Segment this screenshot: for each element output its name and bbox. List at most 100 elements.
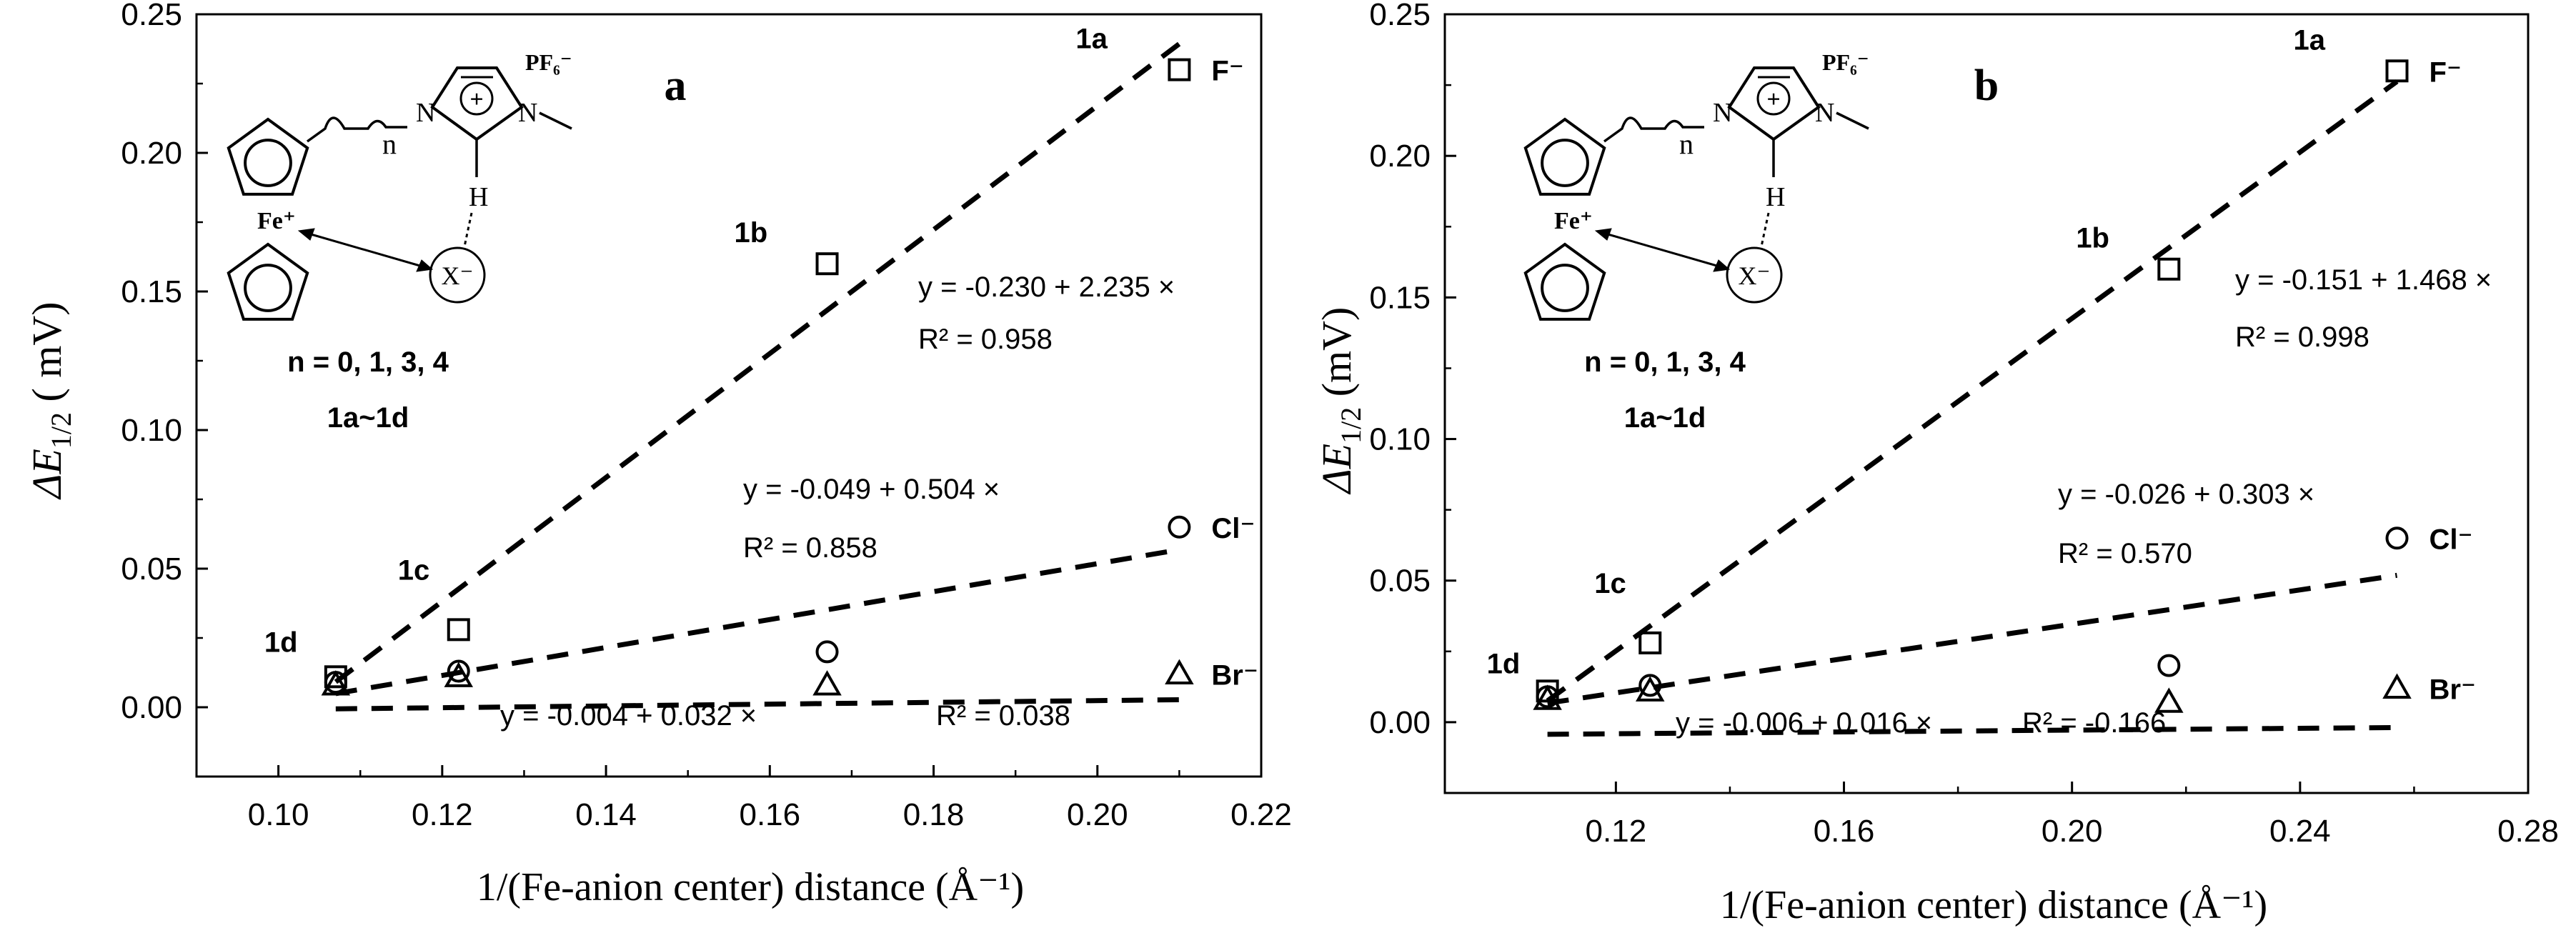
fit-r-squared: R² = -0.166 — [2022, 707, 2166, 739]
data-point-triangle — [444, 662, 474, 687]
arrow-head — [297, 228, 315, 241]
panel-label: a — [665, 61, 687, 110]
x-axis-label: 1/(Fe-anion center) distance (Å⁻¹) — [1720, 883, 2267, 927]
data-point-triangle — [2382, 673, 2412, 699]
nitrogen-label: N — [1713, 98, 1732, 128]
data-point-circle — [1638, 674, 1662, 697]
fit-r-squared: R² = 0.958 — [918, 324, 1053, 355]
data-point-square — [1638, 631, 1662, 654]
compound-label: 1a — [1075, 24, 1108, 55]
x-tick-label: 0.24 — [2269, 814, 2331, 849]
cyclopentadienyl-ring-lower-aromatic — [244, 264, 292, 312]
imidazolium-ring — [1727, 66, 1821, 141]
data-point-circle — [1168, 515, 1191, 539]
series-br: Br⁻ y = -0.006 + 0.016 × R² = -0.166 — [1533, 673, 2476, 739]
y-tick-label: 0.15 — [121, 274, 182, 309]
cyclopentadienyl-ring-lower — [227, 242, 309, 321]
cyclopentadienyl-ring-upper — [227, 117, 309, 196]
nitrogen-label: N — [1815, 98, 1834, 128]
anion-label: X⁻ — [1739, 261, 1771, 290]
hydrogen-label: H — [469, 182, 488, 212]
positive-charge-sign: + — [469, 86, 483, 113]
y-tick-label: 0.20 — [121, 136, 182, 171]
fit-equation: y = -0.004 + 0.032 × — [500, 700, 757, 732]
positive-charge-circle — [1756, 81, 1791, 116]
x-tick-label: 0.12 — [412, 797, 473, 832]
cyclopentadienyl-ring-lower — [1523, 242, 1606, 321]
chain-subscript-n: n — [1679, 128, 1694, 160]
y-axis-label: ΔE1/2 (mV) — [1313, 307, 1367, 495]
y-tick-label: 0.10 — [1369, 422, 1431, 457]
y-tick-label: 0.20 — [1369, 139, 1431, 174]
data-point-circle — [2157, 654, 2181, 677]
positive-charge-circle — [459, 81, 494, 116]
iron-label: Fe⁺ — [1554, 208, 1593, 234]
arrow-head — [416, 259, 434, 272]
arrow-head — [1594, 228, 1612, 241]
data-point-square — [324, 665, 347, 689]
series-f: F⁻ y = -0.151 + 1.468 × R² = 0.998 — [1536, 56, 2492, 703]
y-axis-label-subscript: 1/2 — [45, 412, 77, 449]
compounds-label: 1a~1d — [327, 402, 409, 434]
chart-panel-a: 0.10 0.12 0.14 0.16 0.18 0.20 0.22 0.00 0.05 0.10… — [24, 0, 1292, 909]
compound-label: 1b — [2076, 223, 2109, 254]
fit-r-squared: R² = 0.570 — [2058, 538, 2192, 569]
data-point-square — [447, 618, 470, 642]
fit-equation: y = -0.026 + 0.303 × — [2058, 479, 2314, 510]
data-point-triangle — [1635, 676, 1665, 702]
data-point-triangle — [1533, 684, 1562, 710]
plot-frame — [1443, 13, 2530, 794]
y-tick-label: 0.10 — [121, 413, 182, 448]
series-name-label: Br⁻ — [2429, 674, 2476, 705]
counterion-label: PF₆⁻ — [1822, 49, 1869, 75]
arrow-head — [1713, 259, 1731, 272]
n-values-label: n = 0, 1, 3, 4 — [1584, 346, 1746, 378]
data-point-triangle — [812, 670, 842, 696]
y-axis-label-unit: (mV) — [1313, 307, 1360, 407]
x-tick-label: 0.14 — [575, 797, 637, 832]
compound-label: 1a — [2293, 24, 2325, 56]
compounds-label: 1a~1d — [1624, 402, 1706, 434]
distance-arrow — [1600, 231, 1725, 269]
data-point-circle — [447, 659, 470, 683]
methyl-bond — [1836, 111, 1869, 130]
series-name-label: Cl⁻ — [2429, 524, 2472, 555]
alkyl-chain — [306, 116, 407, 143]
series-f: F⁻ y = -0.230 + 2.235 × R² = 0.958 — [324, 41, 1244, 689]
y-tick-label: 0.25 — [1369, 0, 1431, 32]
hydrogen-bond — [1760, 212, 1770, 247]
data-point-circle — [2385, 527, 2409, 550]
anion-circle — [429, 246, 486, 304]
cyclopentadienyl-ring-lower-aromatic — [1541, 264, 1589, 312]
series-name-label: F⁻ — [1211, 56, 1244, 87]
compound-label: 1d — [1487, 648, 1521, 679]
compound-label: 1c — [398, 554, 430, 586]
x-tick-label: 0.20 — [1067, 797, 1128, 832]
data-point-square — [2157, 257, 2181, 281]
series-br: Br⁻ y = -0.004 + 0.032 × R² = 0.038 — [321, 659, 1258, 732]
x-tick-label: 0.28 — [2497, 814, 2559, 849]
y-tick-label: 0.00 — [1369, 705, 1431, 740]
alkyl-chain — [1603, 116, 1704, 143]
x-tick-label: 0.12 — [1586, 814, 1647, 849]
anion-label: X⁻ — [442, 261, 474, 290]
series-cl: Cl⁻ y = -0.026 + 0.303 × R² = 0.570 — [1536, 479, 2473, 709]
x-axis-label: 1/(Fe-anion center) distance (Å⁻¹) — [477, 865, 1024, 909]
cyclopentadienyl-ring-upper-aromatic — [244, 139, 292, 187]
data-point-circle — [815, 640, 839, 664]
fit-r-squared: R² = 0.998 — [2235, 321, 2369, 353]
compound-label: 1b — [735, 217, 768, 249]
x-tick-label: 0.18 — [903, 797, 965, 832]
x-tick-label: 0.22 — [1230, 797, 1292, 832]
fit-r-squared: R² = 0.038 — [936, 700, 1070, 732]
fit-equation: y = -0.230 + 2.235 × — [918, 271, 1175, 303]
x-tick-label: 0.16 — [739, 797, 800, 832]
anion-circle — [1726, 246, 1783, 304]
y-tick-label: 0.15 — [1369, 280, 1431, 315]
imidazolium-ring — [430, 66, 524, 141]
methyl-bond — [539, 111, 572, 130]
hydrogen-label: H — [1766, 182, 1785, 212]
iron-label: Fe⁺ — [257, 208, 296, 234]
chart-panel-b: 0.12 0.16 0.20 0.24 0.28 0.00 0.05 0.10 0.15 0.20… — [1313, 0, 2559, 927]
